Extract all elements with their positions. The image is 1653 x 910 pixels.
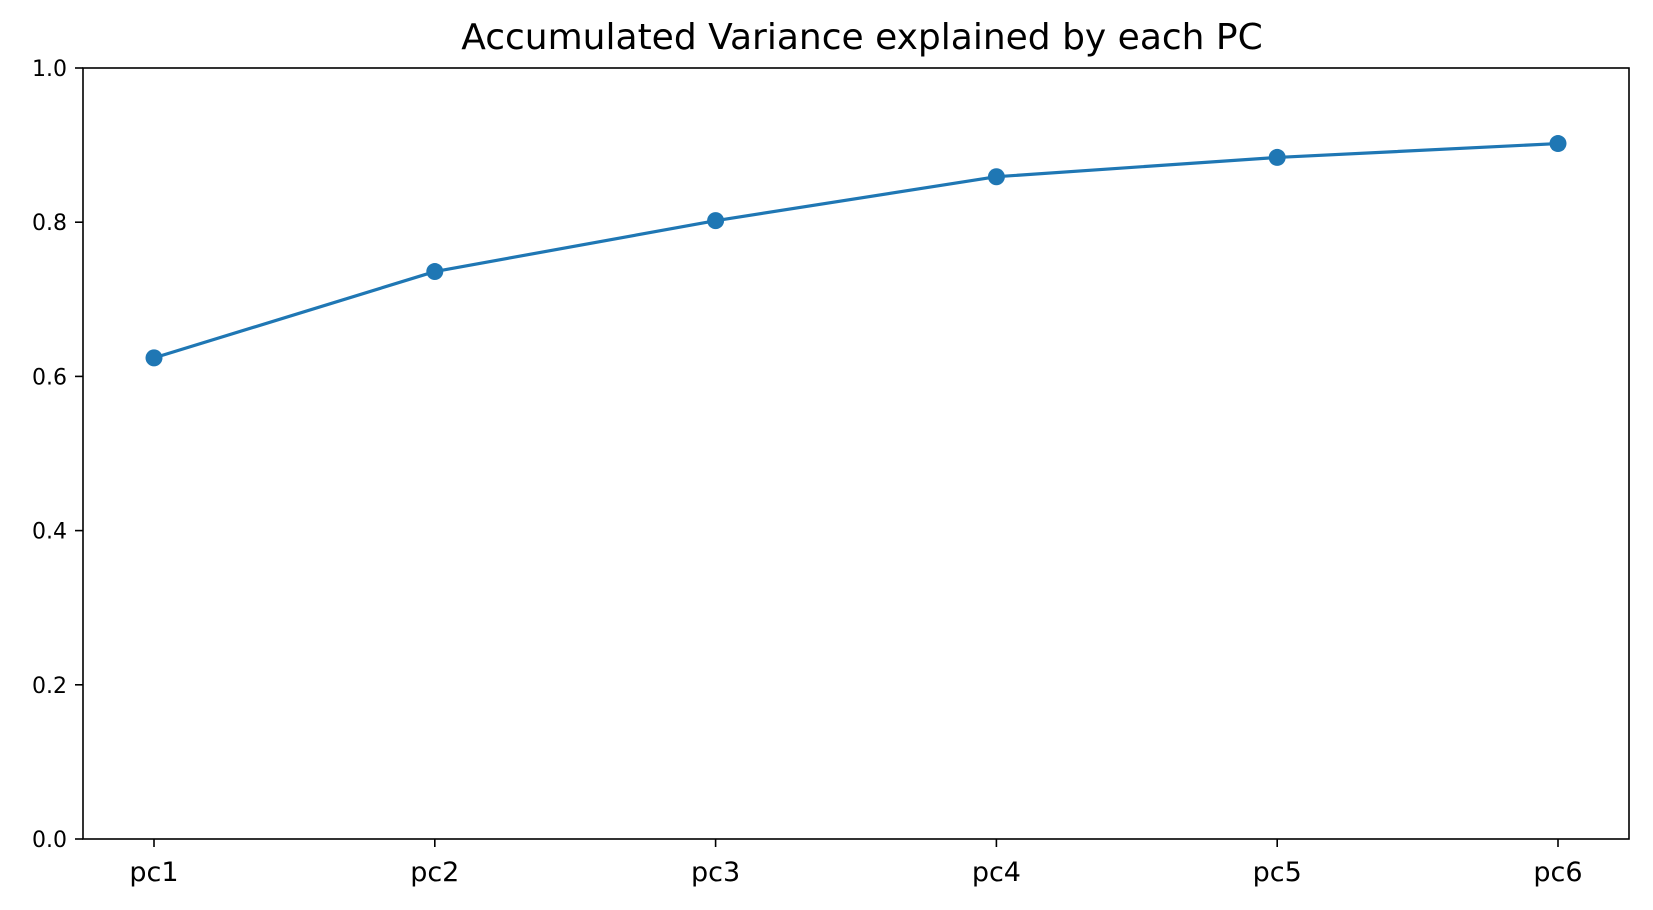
xtick-label: pc6 bbox=[1533, 857, 1582, 888]
ytick-label: 0.8 bbox=[32, 211, 67, 236]
y-axis: 0.0 0.2 0.4 0.6 0.8 1.0 bbox=[32, 57, 83, 853]
ytick-label: 0.0 bbox=[32, 828, 67, 853]
data-point-pc6 bbox=[1549, 135, 1567, 153]
data-point-pc5 bbox=[1268, 148, 1286, 166]
plot-area bbox=[83, 68, 1629, 839]
data-point-pc4 bbox=[987, 168, 1005, 186]
xtick-label: pc1 bbox=[129, 857, 178, 888]
ytick-label: 0.6 bbox=[32, 365, 67, 390]
ytick-label: 0.2 bbox=[32, 674, 67, 699]
ytick-label: 0.4 bbox=[32, 520, 67, 545]
x-axis: pc1 pc2 pc3 pc4 pc5 pc6 bbox=[129, 839, 1583, 888]
xtick-label: pc4 bbox=[972, 857, 1021, 888]
ytick-label: 1.0 bbox=[32, 57, 67, 82]
data-point-pc2 bbox=[426, 263, 444, 281]
chart-title: Accumulated Variance explained by each P… bbox=[461, 17, 1263, 58]
series-layer bbox=[145, 135, 1567, 367]
plot-frame bbox=[82, 67, 1630, 840]
data-point-pc1 bbox=[145, 349, 163, 367]
xtick-label: pc2 bbox=[410, 857, 459, 888]
xtick-label: pc5 bbox=[1253, 857, 1302, 888]
xtick-label: pc3 bbox=[691, 857, 740, 888]
series-line bbox=[152, 141, 1560, 360]
data-point-pc3 bbox=[707, 212, 725, 230]
